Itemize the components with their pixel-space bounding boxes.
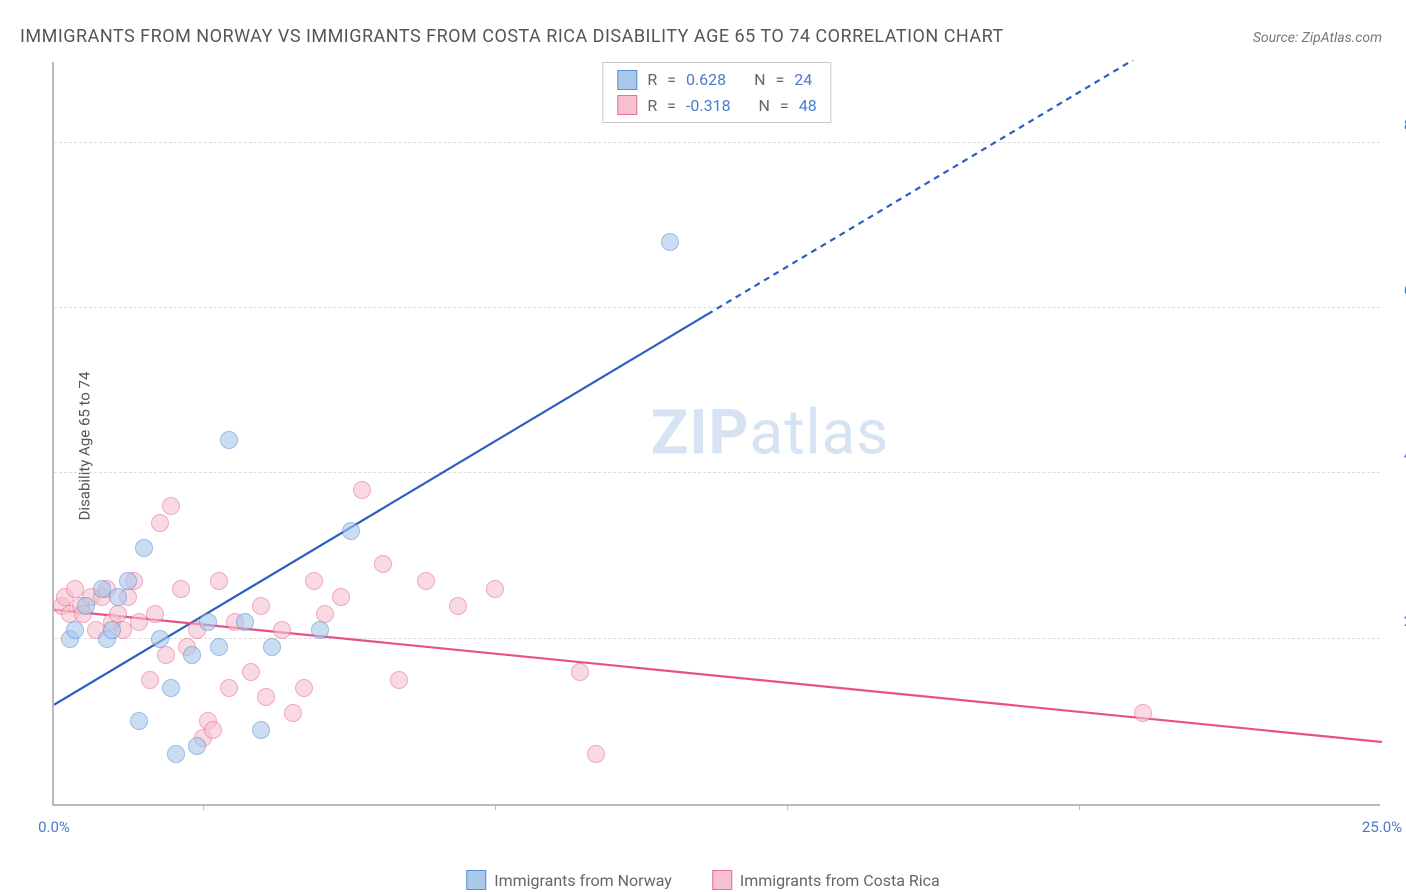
data-point — [661, 233, 679, 251]
data-point — [587, 745, 605, 763]
data-point — [162, 497, 180, 515]
data-point — [66, 621, 84, 639]
x-tick-label: 25.0% — [1362, 818, 1402, 836]
data-point — [220, 431, 238, 449]
data-point — [236, 613, 254, 631]
stats-legend-box: R= 0.628 N= 24 R= -0.318 N= 48 — [602, 62, 831, 123]
swatch-series1 — [617, 70, 637, 90]
chart-title: IMMIGRANTS FROM NORWAY VS IMMIGRANTS FRO… — [20, 26, 1004, 47]
legend-item-series1: Immigrants from Norway — [466, 870, 672, 890]
data-point — [273, 621, 291, 639]
data-point — [449, 597, 467, 615]
data-point — [311, 621, 329, 639]
gridline — [54, 142, 1380, 143]
x-tick-label: 0.0% — [38, 818, 70, 836]
data-point — [109, 605, 127, 623]
data-point — [199, 613, 217, 631]
data-point — [571, 663, 589, 681]
data-point — [220, 679, 238, 697]
data-point — [353, 481, 371, 499]
data-point — [146, 605, 164, 623]
data-point — [257, 688, 275, 706]
data-point — [1134, 704, 1152, 722]
data-point — [151, 514, 169, 532]
data-point — [141, 671, 159, 689]
data-point — [188, 737, 206, 755]
data-point — [390, 671, 408, 689]
data-point — [167, 745, 185, 763]
gridline — [54, 307, 1380, 308]
data-point — [316, 605, 334, 623]
data-point — [103, 621, 121, 639]
legend-label-series1: Immigrants from Norway — [494, 871, 672, 890]
stats-row-series1: R= 0.628 N= 24 — [617, 67, 816, 93]
legend-item-series2: Immigrants from Costa Rica — [712, 870, 940, 890]
data-point — [486, 580, 504, 598]
data-point — [305, 572, 323, 590]
data-point — [162, 679, 180, 697]
stats-row-series2: R= -0.318 N= 48 — [617, 93, 816, 119]
x-tick-mark — [203, 804, 204, 810]
data-point — [172, 580, 190, 598]
data-point — [242, 663, 260, 681]
data-point — [417, 572, 435, 590]
data-point — [252, 597, 270, 615]
x-tick-mark — [787, 804, 788, 810]
data-point — [210, 638, 228, 656]
data-point — [77, 597, 95, 615]
data-point — [204, 721, 222, 739]
data-point — [135, 539, 153, 557]
legend-label-series2: Immigrants from Costa Rica — [740, 871, 940, 890]
trend-lines — [54, 60, 1382, 804]
data-point — [151, 630, 169, 648]
x-tick-mark — [1079, 804, 1080, 810]
source-attribution: Source: ZipAtlas.com — [1253, 30, 1382, 46]
data-point — [157, 646, 175, 664]
data-point — [263, 638, 281, 656]
gridline — [54, 472, 1380, 473]
data-point — [332, 588, 350, 606]
data-point — [252, 721, 270, 739]
swatch-series2 — [617, 95, 637, 115]
data-point — [342, 522, 360, 540]
data-point — [119, 572, 137, 590]
data-point — [284, 704, 302, 722]
plot-area: ZIPatlas R= 0.628 N= 24 R= -0.318 N= 48 … — [52, 62, 1380, 806]
data-point — [374, 555, 392, 573]
data-point — [210, 572, 228, 590]
bottom-legend: Immigrants from Norway Immigrants from C… — [466, 870, 940, 890]
swatch-series2-icon — [712, 870, 732, 890]
swatch-series1-icon — [466, 870, 486, 890]
data-point — [130, 712, 148, 730]
gridline — [54, 638, 1380, 639]
data-point — [183, 646, 201, 664]
watermark: ZIPatlas — [651, 397, 890, 470]
data-point — [295, 679, 313, 697]
x-tick-mark — [495, 804, 496, 810]
data-point — [109, 588, 127, 606]
